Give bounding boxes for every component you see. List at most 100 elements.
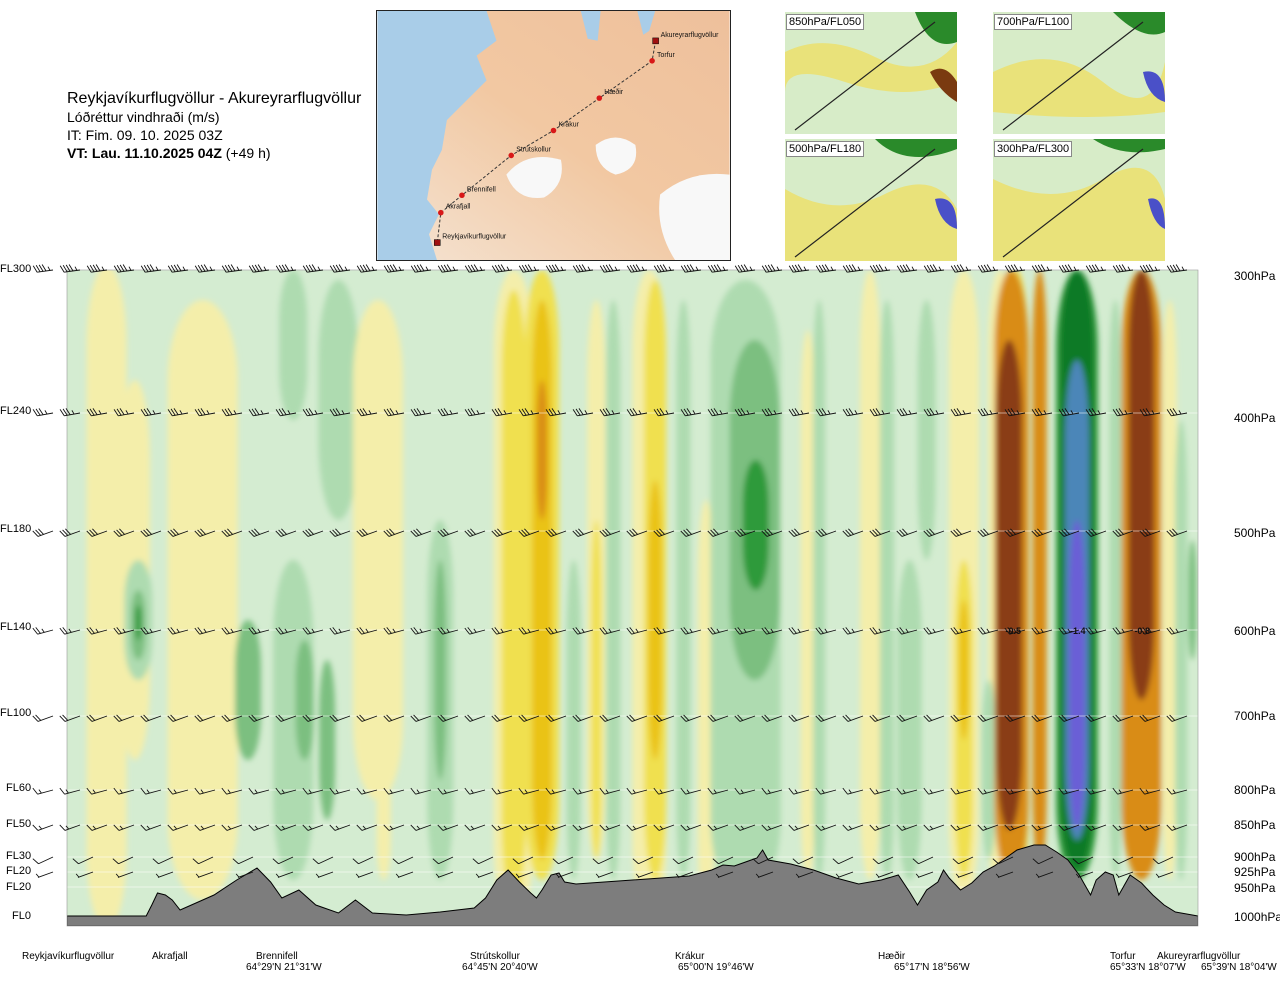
wind-barb — [1166, 264, 1188, 273]
wind-barb — [112, 856, 134, 865]
map-route-line — [436, 40, 657, 243]
wind-barb — [815, 824, 837, 831]
wind-barb — [707, 627, 729, 635]
wind-barb — [464, 627, 486, 635]
wind-barb — [140, 787, 162, 795]
wind-barb — [302, 627, 324, 635]
wind-barb — [1085, 408, 1107, 417]
wind-barb — [675, 871, 694, 878]
wind-barb — [626, 714, 648, 722]
map-waypoint-marker — [438, 209, 444, 216]
wind-barb — [437, 627, 459, 635]
wind-barb — [950, 627, 972, 635]
wind-barb — [1166, 787, 1188, 795]
wind-barb — [896, 714, 918, 722]
field-band — [353, 300, 404, 800]
fl-label-fl20-lower: FL20 — [6, 881, 32, 893]
wind-barb — [1004, 824, 1026, 831]
wind-barb — [842, 408, 864, 417]
field-band — [376, 760, 391, 880]
field-band — [135, 605, 142, 640]
wind-barb — [869, 264, 891, 273]
hpa-label-950: 950hPa — [1234, 881, 1276, 895]
wind-barb — [977, 714, 999, 722]
wind-barb — [410, 528, 432, 537]
wind-barb — [315, 871, 334, 878]
wind-barb — [912, 856, 934, 865]
wind-barb — [194, 408, 216, 417]
map-route: Akureyrarflugvöllur Torfur Hæðir Krákur Strú… — [434, 32, 719, 246]
wind-barb — [275, 627, 297, 635]
wind-barb — [113, 787, 135, 795]
wind-barb — [275, 408, 297, 417]
wind-barb — [464, 787, 486, 795]
map-waypoint-label: Hæðir — [604, 88, 624, 96]
wind-barb — [302, 714, 324, 722]
waypoint-name: Brennifell — [256, 951, 298, 962]
wind-barb — [1112, 787, 1134, 795]
wind-barb — [167, 627, 189, 635]
wind-barb — [167, 528, 189, 537]
waypoint-strutskollur: Strútskollur 64°45'N 20°40'W — [462, 951, 538, 973]
wind-barb — [788, 528, 810, 537]
wind-barb — [383, 528, 405, 537]
wind-barb — [653, 264, 675, 273]
wind-barb — [923, 264, 945, 273]
hpa-label-900: 900hPa — [1234, 850, 1276, 864]
field-band — [676, 300, 691, 880]
wind-barb — [32, 856, 54, 865]
wind-barb — [734, 824, 756, 831]
wind-barb — [59, 714, 81, 722]
wind-barb — [329, 408, 351, 417]
wind-barb — [155, 871, 174, 878]
wind-barb — [815, 714, 837, 722]
wind-barb — [1112, 856, 1134, 865]
wind-barb — [275, 528, 297, 537]
wind-barb — [788, 264, 810, 273]
field-band — [1128, 270, 1155, 700]
wind-barb — [869, 824, 891, 831]
wind-barb — [626, 787, 648, 795]
wind-barb — [1139, 627, 1161, 635]
wind-barb — [437, 714, 459, 722]
wind-barb — [707, 408, 729, 417]
field-band — [501, 290, 526, 900]
wind-barb — [1085, 787, 1107, 795]
route-map: Akureyrarflugvöllur Torfur Hæðir Krákur Strú… — [376, 10, 731, 261]
wind-barb — [869, 787, 891, 795]
field-band — [86, 270, 127, 926]
wind-barb — [221, 408, 243, 417]
wind-barb — [707, 528, 729, 537]
wind-barb — [167, 714, 189, 722]
wind-barb — [32, 264, 54, 273]
wind-barb — [383, 408, 405, 417]
wind-barb — [59, 627, 81, 635]
wind-barb — [595, 871, 614, 878]
wind-barb — [275, 264, 297, 273]
wind-barb — [1166, 408, 1188, 417]
wind-barb — [545, 824, 567, 831]
wind-barb — [329, 627, 351, 635]
waypoint-brennifell: Brennifell 64°29'N 21°31'W — [246, 951, 322, 973]
wind-barb — [356, 714, 378, 722]
hpa-label-925: 925hPa — [1234, 865, 1276, 879]
waypoint-reykjavikurflugvollur: Reykjavíkurflugvöllur — [22, 951, 114, 962]
wind-barb — [761, 408, 783, 417]
wind-barb — [75, 871, 94, 878]
wind-barb — [518, 528, 540, 537]
field-band — [958, 600, 969, 740]
wind-barb — [1112, 264, 1134, 273]
wind-barb — [248, 627, 270, 635]
wind-barb — [86, 408, 108, 417]
wind-barb — [435, 871, 454, 878]
field-band — [606, 300, 621, 880]
wind-barb — [356, 824, 378, 831]
field-band — [981, 680, 996, 860]
wind-barb — [221, 787, 243, 795]
wind-barb — [950, 824, 972, 831]
wind-barb — [356, 627, 378, 635]
hpa-label-400: 400hPa — [1234, 411, 1276, 425]
wind-barb — [626, 528, 648, 537]
wind-barb — [1004, 714, 1026, 722]
